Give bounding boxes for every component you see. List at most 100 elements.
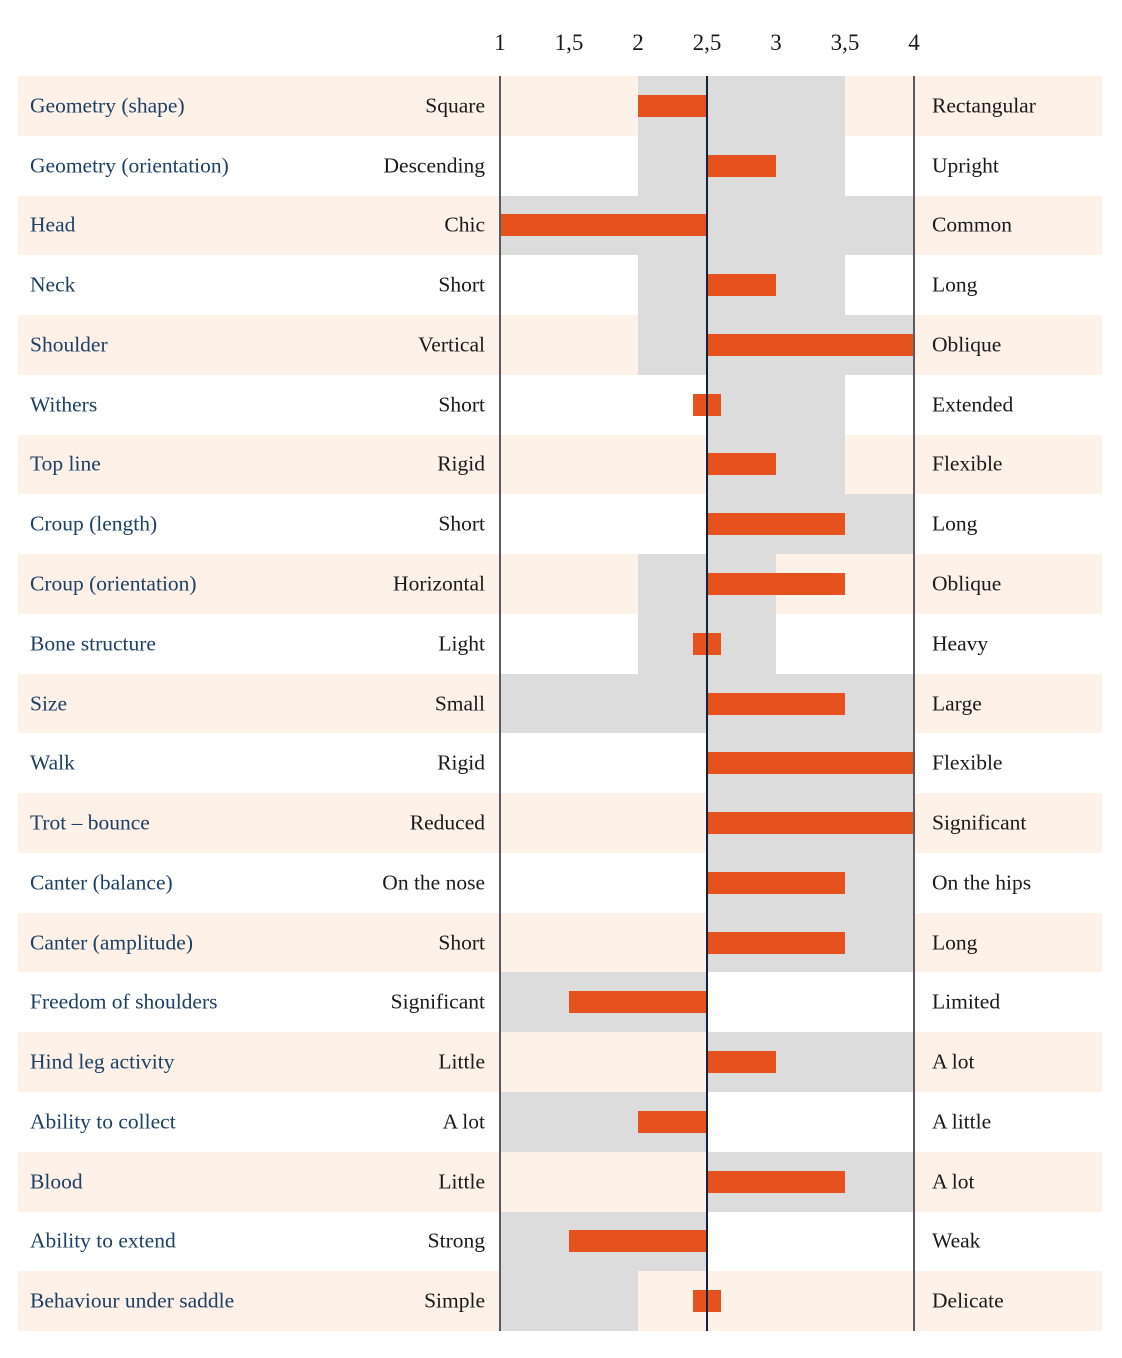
value-bar <box>707 333 914 356</box>
table-row: Trot – bounce Reduced Significant <box>18 793 1102 853</box>
row-left-descriptor: Little <box>438 1169 485 1194</box>
value-bar <box>707 573 845 595</box>
row-right-descriptor: Oblique <box>932 571 1002 596</box>
row-right-descriptor: Upright <box>932 153 999 178</box>
row-left-descriptor: Simple <box>424 1288 485 1313</box>
axis-tick-label: 3 <box>770 30 782 55</box>
value-bar <box>707 274 776 297</box>
table-row: Bone structure Light Heavy <box>18 613 1102 674</box>
value-bar <box>707 752 914 775</box>
table-row: Ability to extend Strong Weak <box>18 1211 1102 1272</box>
row-label: Bone structure <box>30 631 156 656</box>
value-bar <box>707 812 914 835</box>
row-left-descriptor: Short <box>438 392 485 417</box>
table-row: Hind leg activity Little A lot <box>18 1032 1102 1093</box>
row-right-descriptor: Flexible <box>932 451 1003 476</box>
row-left-descriptor: Reduced <box>409 810 485 835</box>
value-bar <box>569 1230 707 1253</box>
row-right-descriptor: Limited <box>932 989 1001 1014</box>
row-right-descriptor: On the hips <box>932 870 1032 895</box>
row-right-descriptor: Significant <box>932 810 1027 835</box>
row-left-descriptor: Vertical <box>418 332 485 357</box>
axis-tick-label: 2 <box>632 30 644 55</box>
row-left-descriptor: Horizontal <box>393 571 485 596</box>
row-left-descriptor: Descending <box>383 153 486 178</box>
range-band <box>707 374 845 435</box>
table-row: Withers Short Extended <box>18 374 1102 435</box>
table-row: Geometry (shape) Square Rectangular <box>18 76 1102 136</box>
row-right-descriptor: Large <box>932 691 982 716</box>
row-label: Size <box>30 691 68 716</box>
table-row: Head Chic Common <box>18 195 1102 256</box>
row-left-descriptor: Small <box>434 691 485 716</box>
row-right-descriptor: A little <box>932 1109 992 1134</box>
range-band <box>500 1271 638 1332</box>
row-right-descriptor: Weak <box>932 1228 981 1253</box>
value-bar <box>500 214 707 237</box>
row-label: Neck <box>30 272 76 297</box>
table-row: Shoulder Vertical Oblique <box>18 315 1102 375</box>
row-label: Geometry (orientation) <box>30 153 229 178</box>
row-left-descriptor: Short <box>438 511 485 536</box>
edge-reference-line <box>913 76 915 1331</box>
table-row: Behaviour under saddle Simple Delicate <box>18 1271 1102 1332</box>
row-label: Withers <box>30 392 98 417</box>
x-axis: 1 1,5 2 2,5 3 3,5 4 <box>0 30 1122 64</box>
row-label: Ability to collect <box>30 1109 176 1134</box>
row-left-descriptor: Strong <box>427 1228 485 1253</box>
value-bar <box>569 991 707 1014</box>
row-left-descriptor: Little <box>438 1049 485 1074</box>
row-left-descriptor: Rigid <box>437 451 485 476</box>
row-label: Blood <box>30 1169 83 1194</box>
row-left-descriptor: On the nose <box>382 870 485 895</box>
axis-tick-label: 4 <box>908 30 920 55</box>
row-label: Croup (length) <box>30 511 158 536</box>
table-row: Ability to collect A lot A little <box>18 1092 1102 1152</box>
table-row: Canter (amplitude) Short Long <box>18 912 1102 973</box>
row-label: Ability to extend <box>30 1228 176 1253</box>
row-label: Geometry (shape) <box>30 93 185 118</box>
row-label: Walk <box>30 750 75 775</box>
value-bar <box>707 1051 776 1074</box>
value-bar <box>707 513 845 536</box>
table-row: Blood Little A lot <box>18 1151 1102 1212</box>
row-right-descriptor: Long <box>932 272 978 297</box>
row-right-descriptor: Rectangular <box>932 93 1036 118</box>
row-label: Shoulder <box>30 332 108 357</box>
row-right-descriptor: A lot <box>932 1049 975 1074</box>
center-reference-line <box>706 76 708 1331</box>
chart-rows: Geometry (shape) Square Rectangular Geometr… <box>18 76 1102 1332</box>
row-right-descriptor: Long <box>932 511 978 536</box>
row-label: Canter (balance) <box>30 870 173 895</box>
row-left-descriptor: Square <box>425 93 485 118</box>
row-right-descriptor: Heavy <box>932 631 989 656</box>
axis-tick-label: 1,5 <box>554 30 584 55</box>
row-right-descriptor: Extended <box>932 392 1014 417</box>
table-row: Geometry (orientation) Descending Upright <box>18 135 1102 196</box>
row-left-descriptor: Short <box>438 930 485 955</box>
value-bar <box>707 154 776 177</box>
table-row: Canter (balance) On the nose On the hips <box>18 852 1102 913</box>
row-right-descriptor: Oblique <box>932 332 1002 357</box>
value-bar <box>638 94 707 117</box>
table-row: Freedom of shoulders Significant Limited <box>18 972 1102 1033</box>
value-bar <box>638 1110 707 1133</box>
row-right-descriptor: Common <box>932 212 1013 237</box>
table-row: Top line Rigid Flexible <box>18 434 1102 495</box>
value-bar <box>707 692 845 715</box>
row-left-descriptor: Light <box>438 631 485 656</box>
row-label: Top line <box>30 451 101 476</box>
value-bar <box>707 1170 845 1193</box>
edge-reference-line <box>499 76 501 1331</box>
row-label: Hind leg activity <box>30 1049 175 1074</box>
table-row: Croup (length) Short Long <box>18 494 1102 555</box>
row-label: Head <box>30 212 76 237</box>
row-left-descriptor: Rigid <box>437 750 485 775</box>
table-row: Size Small Large <box>18 673 1102 734</box>
row-left-descriptor: Short <box>438 272 485 297</box>
row-label: Canter (amplitude) <box>30 930 193 955</box>
row-right-descriptor: A lot <box>932 1169 975 1194</box>
axis-tick-label: 2,5 <box>692 30 722 55</box>
row-left-descriptor: Significant <box>390 989 485 1014</box>
